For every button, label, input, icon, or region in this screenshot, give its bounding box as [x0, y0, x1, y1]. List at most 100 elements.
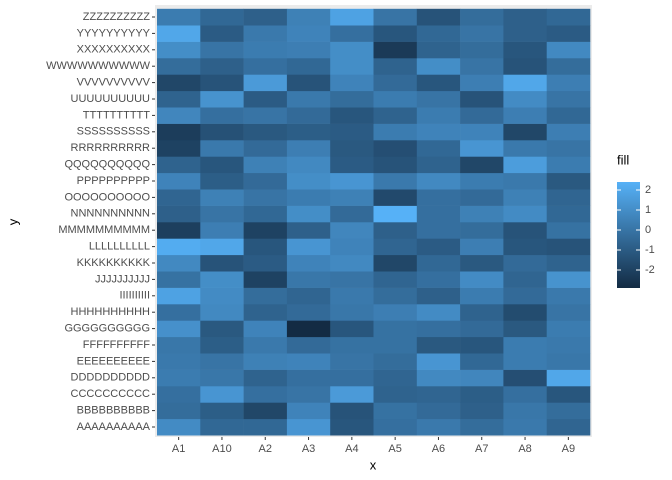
heat-cell	[243, 386, 288, 403]
heat-cell	[243, 336, 288, 354]
heat-cell	[200, 418, 244, 436]
heat-cell	[330, 369, 374, 387]
heat-cell	[416, 156, 461, 174]
heat-cell	[330, 320, 374, 338]
heat-cell	[503, 304, 547, 321]
heat-cell	[373, 156, 418, 174]
heat-cell	[460, 123, 504, 141]
y-tick-label: NNNNNNNNNN	[71, 208, 150, 220]
heat-cell	[373, 369, 418, 387]
heat-cell	[503, 353, 547, 370]
heat-cell	[546, 271, 591, 288]
heat-cell	[373, 25, 418, 42]
heat-cell	[503, 254, 547, 272]
heat-cell	[157, 369, 201, 387]
heat-cell	[200, 74, 244, 92]
heat-cell	[243, 90, 288, 108]
heat-cell	[157, 304, 201, 321]
heat-cell	[330, 74, 374, 92]
heat-cell	[157, 74, 201, 92]
heat-cell	[416, 254, 461, 272]
heat-cell	[503, 123, 547, 141]
heat-cell	[200, 172, 244, 190]
heat-cell	[416, 140, 461, 157]
heat-cell	[546, 369, 591, 387]
heat-cell	[503, 287, 547, 305]
colorbar	[617, 182, 640, 288]
heat-cell	[157, 353, 201, 370]
heat-cell	[286, 369, 331, 387]
heat-cell	[373, 123, 418, 141]
x-tick-label: A9	[562, 443, 575, 455]
heat-cell	[243, 156, 288, 174]
heat-cell	[286, 353, 331, 370]
heat-cell	[546, 156, 591, 174]
heat-cell	[200, 402, 244, 420]
heat-cell	[373, 418, 418, 436]
heat-cell	[243, 320, 288, 338]
heat-cell	[373, 304, 418, 321]
heat-cell	[546, 254, 591, 272]
heat-cell	[373, 58, 418, 75]
heat-cell	[546, 205, 591, 223]
y-tick-label: DDDDDDDDDD	[71, 372, 150, 384]
heat-cell	[546, 58, 591, 75]
heat-cell	[157, 172, 201, 190]
heat-cell	[157, 238, 201, 256]
heat-cell	[286, 140, 331, 157]
heat-cell	[330, 205, 374, 223]
y-tick-label: WWWWWWWWWW	[46, 60, 150, 72]
heat-cell	[330, 107, 374, 124]
heat-cell	[546, 402, 591, 420]
y-tick-label: YYYYYYYYYY	[77, 27, 151, 39]
x-tick-label: A5	[388, 443, 401, 455]
heat-cell	[243, 140, 288, 157]
x-tick-label: A2	[259, 443, 272, 455]
heat-cell	[373, 271, 418, 288]
heat-cell	[373, 287, 418, 305]
heat-cell	[416, 271, 461, 288]
x-tick-label: A3	[302, 443, 315, 455]
legend-tick-label: 2	[645, 184, 651, 196]
heat-cell	[330, 58, 374, 75]
heat-cell	[330, 172, 374, 190]
heat-cell	[243, 41, 288, 59]
heat-cell	[330, 25, 374, 42]
heat-cell	[460, 41, 504, 59]
heat-cell	[243, 402, 288, 420]
y-tick-label: BBBBBBBBBB	[77, 405, 150, 417]
heat-cell	[416, 304, 461, 321]
heat-cell	[200, 353, 244, 370]
heat-cell	[157, 140, 201, 157]
heat-cell	[503, 402, 547, 420]
heat-cell	[243, 58, 288, 75]
heat-cell	[416, 287, 461, 305]
heat-cell	[460, 369, 504, 387]
heat-cell	[243, 123, 288, 141]
heat-cell	[460, 25, 504, 42]
y-tick-label: UUUUUUUUUU	[71, 93, 150, 105]
y-tick-label: VVVVVVVVVV	[77, 77, 151, 89]
legend-tick-label: 1	[645, 204, 651, 216]
heat-cell	[503, 156, 547, 174]
heat-cell	[330, 402, 374, 420]
heat-cell	[373, 238, 418, 256]
heat-cell	[503, 41, 547, 59]
heat-cell	[460, 238, 504, 256]
y-axis-title: y	[5, 218, 20, 225]
heat-cell	[286, 254, 331, 272]
heat-cell	[200, 386, 244, 403]
heat-cell	[416, 172, 461, 190]
heat-cell	[243, 222, 288, 239]
heat-cell	[200, 25, 244, 42]
heat-cell	[503, 271, 547, 288]
heat-cell	[503, 25, 547, 42]
heat-cell	[286, 418, 331, 436]
heat-cell	[286, 90, 331, 108]
heat-cell	[157, 107, 201, 124]
heat-cell	[157, 418, 201, 436]
heat-cell	[503, 418, 547, 436]
heat-cell	[200, 107, 244, 124]
heat-cell	[503, 90, 547, 108]
heat-cell	[416, 320, 461, 338]
